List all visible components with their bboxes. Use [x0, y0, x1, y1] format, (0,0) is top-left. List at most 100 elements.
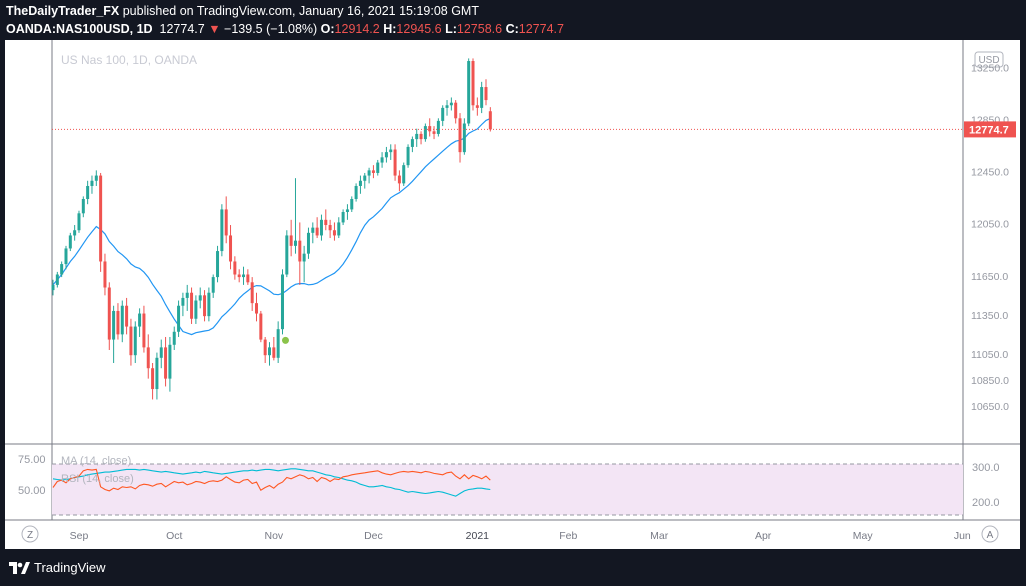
candle: [120, 300, 124, 343]
time-axis-label: May: [853, 530, 874, 542]
candle-body: [216, 251, 220, 278]
candle-body: [177, 305, 181, 332]
candle-body: [480, 87, 484, 108]
candle: [380, 152, 384, 168]
candle-body: [103, 261, 107, 288]
zoom-button-circle[interactable]: [21, 525, 39, 543]
candle-body: [68, 235, 72, 249]
candle-body: [432, 131, 436, 134]
candle: [393, 144, 397, 181]
candle-body: [194, 300, 198, 319]
high-label: H:: [383, 22, 397, 36]
auto-scale-button[interactable]: A: [981, 525, 999, 543]
candle: [406, 144, 410, 168]
candle: [315, 217, 319, 239]
candle: [151, 363, 155, 400]
usd-button-label[interactable]: USD: [978, 55, 999, 66]
candle-body: [125, 305, 129, 327]
candle: [211, 274, 215, 298]
candle: [246, 269, 250, 285]
candle: [423, 123, 427, 142]
candle: [432, 126, 436, 140]
price-tick-label: 12450.0: [971, 167, 1009, 179]
last-price-value: 12774.7: [159, 22, 205, 36]
chart-panel[interactable]: US Nas 100, 1D, OANDA USD 10650.0 10850.0…: [5, 40, 1020, 549]
candle-body: [311, 227, 315, 233]
candle: [185, 284, 189, 311]
candle: [276, 321, 280, 364]
candle: [285, 230, 289, 278]
candle: [159, 339, 163, 369]
candle: [220, 204, 224, 257]
candle-body: [389, 149, 393, 153]
open-label: O:: [320, 22, 335, 36]
candle-body: [471, 61, 475, 106]
candle-body: [293, 240, 297, 246]
candle: [68, 232, 72, 252]
candle: [484, 79, 488, 106]
candle: [319, 214, 323, 241]
candle: [216, 245, 220, 283]
signal-dot: [281, 336, 289, 344]
candle-body: [142, 313, 146, 348]
time-axis-label: Mar: [650, 530, 669, 542]
candle: [389, 144, 393, 160]
candle-body: [77, 213, 81, 231]
usd-button-frame[interactable]: [974, 51, 1004, 68]
candle: [64, 245, 68, 270]
candle-body: [367, 170, 371, 176]
candle: [324, 209, 328, 231]
rsi-indicator-label: RSI (14, close): [61, 473, 134, 485]
rsi-left-tick-75: 75.00: [18, 454, 46, 466]
candle-body: [146, 347, 150, 369]
candle: [51, 279, 55, 296]
candle: [298, 222, 302, 285]
candle: [259, 310, 263, 343]
zoom-icon[interactable]: Z: [27, 530, 33, 541]
candle-body: [298, 240, 302, 262]
candle: [142, 305, 146, 353]
time-axis-labels: Sep Oct Nov Dec 2021 Feb Mar Apr May Jun: [70, 530, 971, 542]
time-axis-label: 2021: [466, 530, 490, 542]
candle: [480, 81, 484, 114]
candle-body: [363, 175, 367, 181]
candle-body: [449, 102, 453, 106]
candle: [116, 303, 120, 340]
candle-body: [315, 227, 319, 236]
author-name[interactable]: TheDailyTrader_FX: [6, 4, 120, 18]
candle-body: [302, 253, 306, 262]
candle: [181, 292, 185, 317]
chart-svg[interactable]: US Nas 100, 1D, OANDA USD 10650.0 10850.0…: [5, 40, 1020, 549]
auto-scale-circle[interactable]: [981, 525, 999, 543]
rsi-band: [52, 464, 963, 515]
candle: [376, 159, 380, 176]
change-value: −139.5 (−1.08%): [224, 22, 318, 36]
candle: [302, 245, 306, 283]
candle-body: [220, 209, 224, 252]
candle-body: [181, 297, 185, 306]
ma-line: [52, 118, 491, 336]
candle: [441, 105, 445, 127]
tradingview-logo-icon[interactable]: [8, 558, 30, 576]
usd-button[interactable]: USD: [974, 51, 1004, 68]
price-axis-ticks: 10650.0 10850.0 11050.0 11350.0 11650.0 12050…: [971, 63, 1009, 413]
candle: [471, 58, 475, 111]
candle-body: [60, 264, 64, 275]
rsi-right-tick-300: 300.0: [972, 462, 1000, 474]
candle-body: [441, 107, 445, 121]
symbol-label[interactable]: OANDA:NAS100USD, 1D: [6, 22, 153, 36]
candles: [51, 58, 492, 400]
candle-body: [419, 133, 423, 140]
candle-body: [328, 225, 332, 231]
candle-body: [90, 180, 94, 186]
published-text: published on TradingView.com, January 16…: [122, 4, 479, 18]
last-price-line: 12774.7: [52, 121, 1016, 138]
ma-indicator-label: MA (14, close): [61, 455, 131, 467]
candle: [272, 336, 276, 361]
candle-body: [397, 175, 401, 184]
candle: [428, 118, 432, 137]
brand-name[interactable]: TradingView: [34, 560, 106, 575]
auto-scale-icon[interactable]: A: [987, 530, 994, 541]
zoom-button[interactable]: Z: [21, 525, 39, 543]
candle-body: [164, 347, 168, 379]
